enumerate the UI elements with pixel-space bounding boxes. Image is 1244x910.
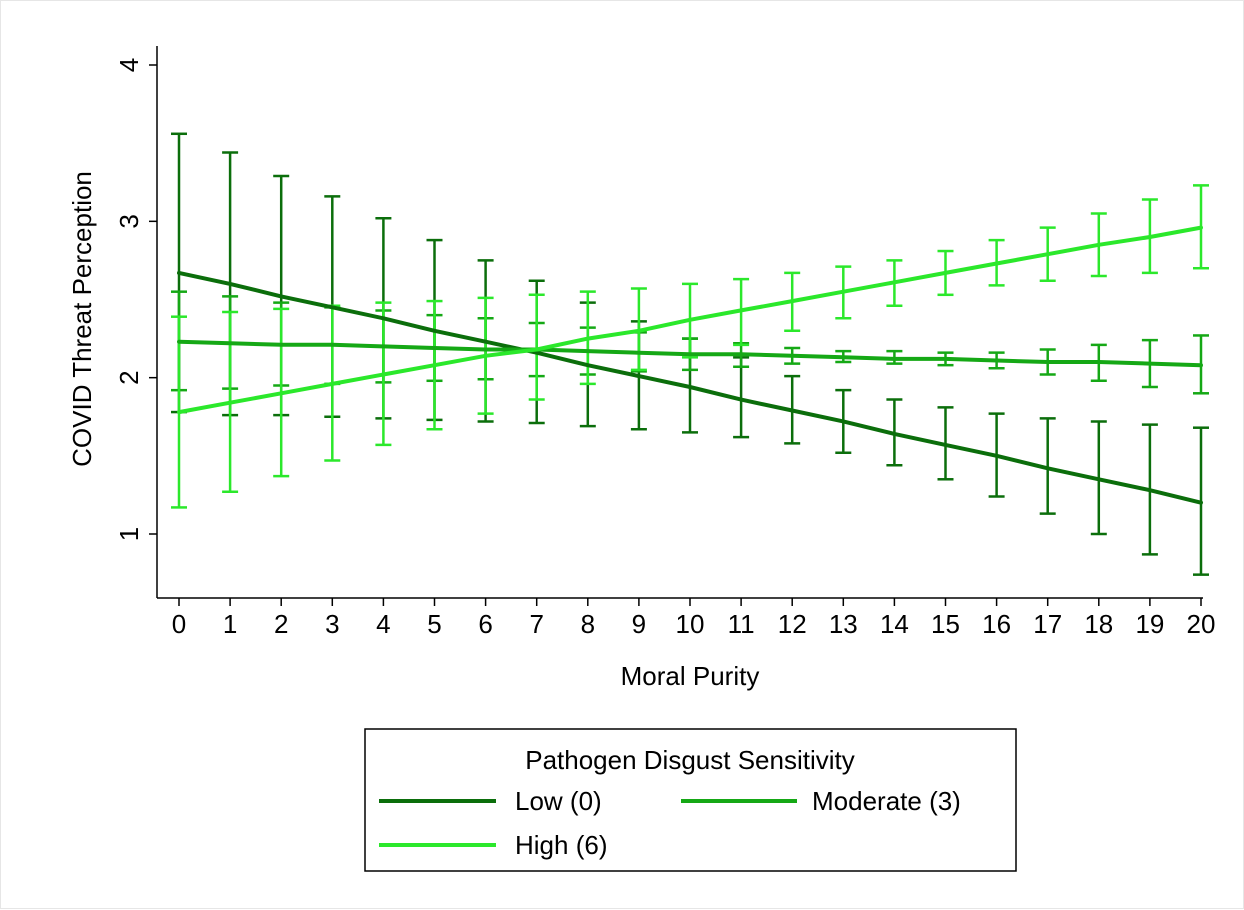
legend-item: Moderate (3): [681, 786, 961, 816]
x-tick-label: 2: [274, 609, 288, 639]
y-tick-label: 1: [114, 527, 144, 541]
x-tick-label: 7: [529, 609, 543, 639]
x-tick-label: 8: [581, 609, 595, 639]
x-tick-label: 9: [632, 609, 646, 639]
x-tick-label: 10: [676, 609, 705, 639]
x-tick-label: 12: [778, 609, 807, 639]
x-tick-label: 3: [325, 609, 339, 639]
x-tick-label: 19: [1135, 609, 1164, 639]
x-tick-label: 15: [931, 609, 960, 639]
y-tick-label: 3: [114, 214, 144, 228]
series-line: [177, 270, 1203, 505]
x-tick-label: 5: [427, 609, 441, 639]
legend: Pathogen Disgust Sensitivity Low (0) Mode…: [364, 728, 1017, 872]
series-line: [177, 339, 1203, 368]
error-bar: [1039, 417, 1056, 515]
x-tick-label: 13: [829, 609, 858, 639]
series-lines: [177, 225, 1203, 505]
x-tick-label: 4: [376, 609, 390, 639]
y-tick-label: 2: [114, 370, 144, 384]
legend-title: Pathogen Disgust Sensitivity: [525, 745, 855, 775]
x-tick-label: 20: [1187, 609, 1216, 639]
legend-item: High (6): [379, 830, 607, 860]
x-tick-label: 0: [172, 609, 186, 639]
legend-items: Low (0) Moderate (3) High (6): [379, 786, 961, 860]
y-axis-label: COVID Threat Perception: [67, 171, 97, 467]
x-tick-label: 14: [880, 609, 909, 639]
x-axis-label: Moral Purity: [621, 661, 760, 691]
x-tick-label: 16: [982, 609, 1011, 639]
legend-label: High (6): [515, 830, 607, 860]
x-tick-label: 17: [1033, 609, 1062, 639]
legend-item: Low (0): [379, 786, 602, 816]
x-tick-label: 6: [478, 609, 492, 639]
x-tick-label: 18: [1084, 609, 1113, 639]
legend-label: Moderate (3): [812, 786, 961, 816]
x-tick-label: 11: [728, 609, 755, 639]
legend-label: Low (0): [515, 786, 602, 816]
y-tick-label: 4: [114, 58, 144, 72]
x-tick-label: 1: [223, 609, 237, 639]
error-bar: [528, 293, 545, 401]
series-line: [177, 225, 1203, 415]
